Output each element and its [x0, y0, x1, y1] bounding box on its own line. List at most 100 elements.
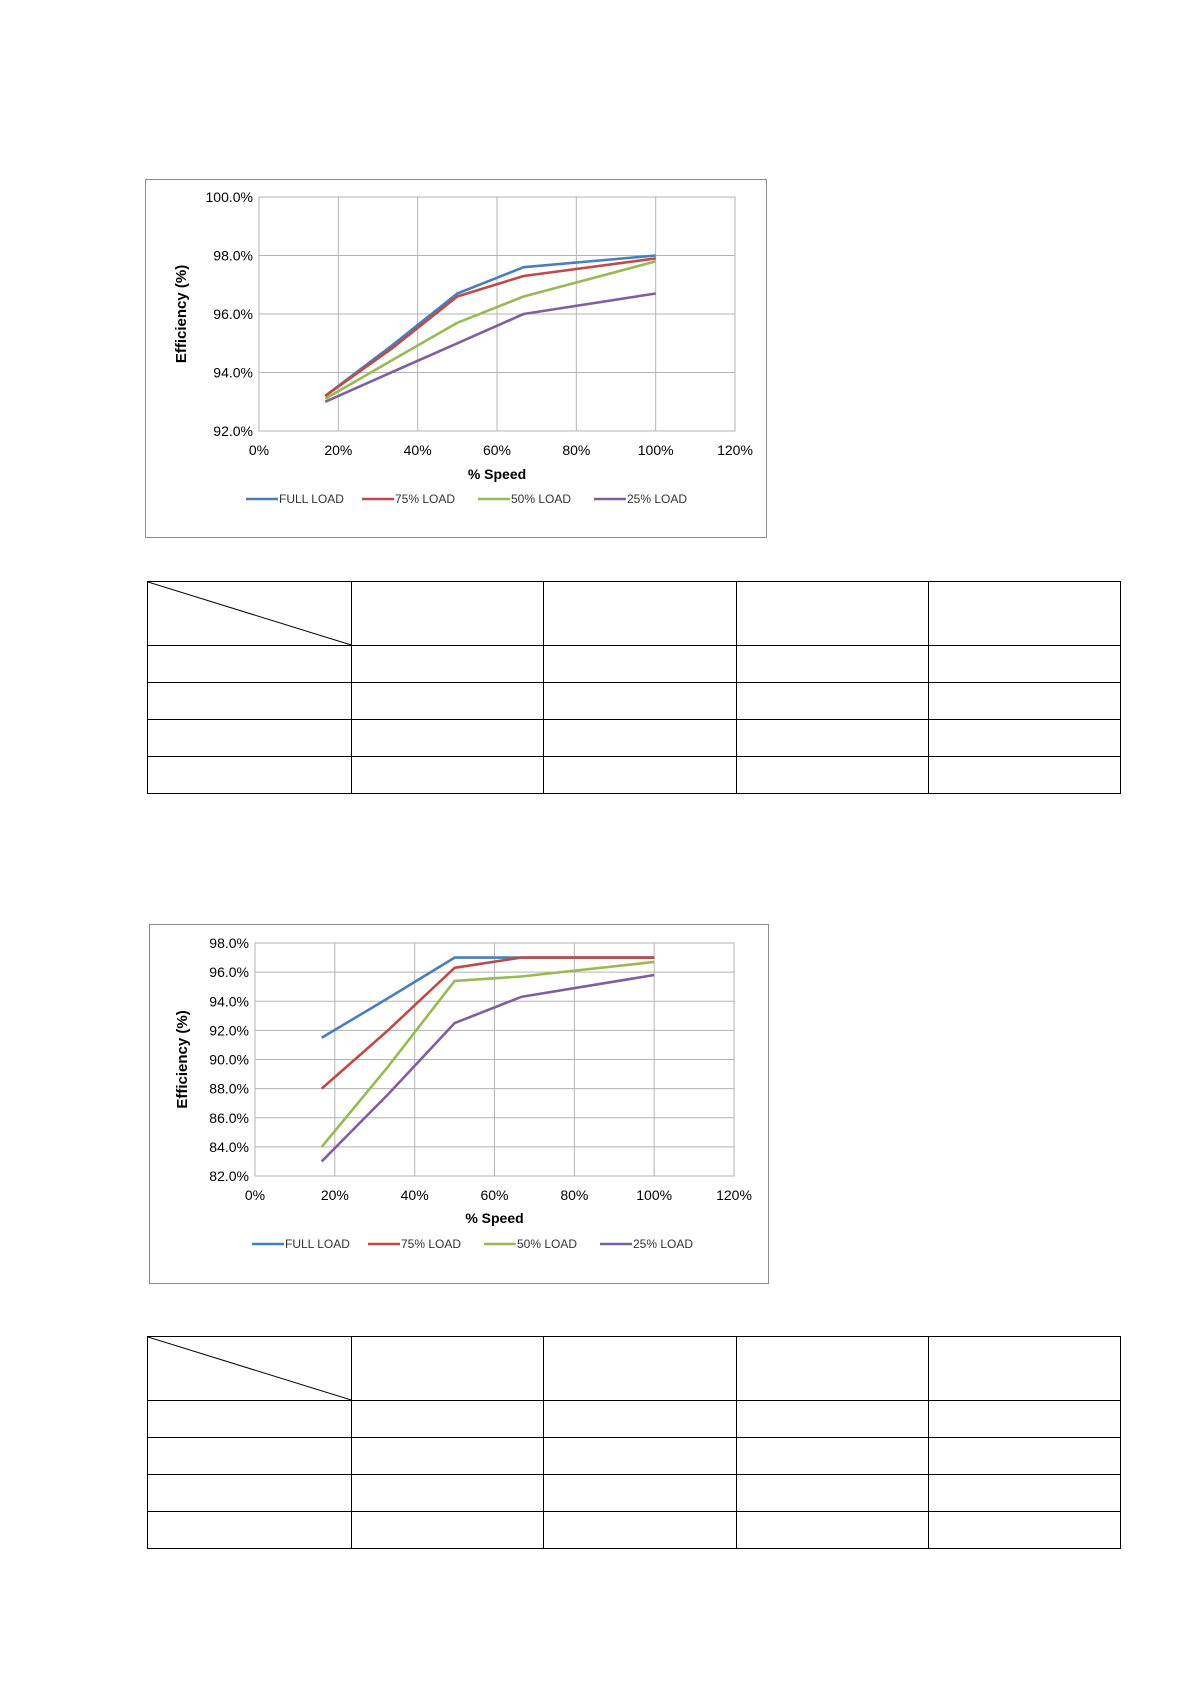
table-cell [146, 719, 353, 757]
y-tick-label: 98.0% [213, 248, 253, 264]
data-table-2 [146, 1336, 1122, 1549]
chart-1-svg: 0% 20% 40% 60% 80% 100% 120% 92.0% 94.0% 96.0% 98.… [173, 189, 753, 506]
x-tick-label: 60% [480, 1187, 508, 1203]
efficiency-chart-1: 0% 20% 40% 60% 80% 100% 120% 92.0% 94.0% 96.0% 98.… [145, 179, 767, 538]
y-tick-label: 96.0% [209, 964, 249, 980]
table-row [146, 581, 1122, 646]
y-axis-title: Efficiency (%) [174, 1010, 191, 1108]
legend-label: 75% LOAD [401, 1237, 461, 1251]
x-tick-label: 100% [638, 442, 674, 458]
table-cell [146, 1437, 353, 1475]
table-cell [735, 682, 929, 720]
table-cell [543, 1400, 737, 1438]
table-cell [543, 756, 737, 794]
table-cell [351, 1437, 545, 1475]
legend-label: 25% LOAD [633, 1237, 693, 1251]
table-cell [543, 719, 737, 757]
series-line-75-load [324, 257, 656, 397]
table-row [146, 1474, 1122, 1512]
y-tick-label: 90.0% [209, 1052, 249, 1068]
table-cell [146, 682, 353, 720]
table-cell [146, 756, 353, 794]
table-row [146, 645, 1122, 683]
x-axis-title: % Speed [468, 466, 526, 482]
x-tick-label: 40% [401, 1187, 429, 1203]
table-cell [543, 682, 737, 720]
table-corner-cell [146, 1336, 353, 1401]
table-cell [927, 1437, 1122, 1475]
x-tick-label: 20% [321, 1187, 349, 1203]
y-tick-label: 92.0% [209, 1022, 249, 1038]
x-tick-label: 0% [249, 442, 269, 458]
legend-label: 50% LOAD [517, 1237, 577, 1251]
table-cell [735, 581, 929, 646]
diagonal-line [148, 582, 351, 645]
legend-label: 50% LOAD [511, 492, 571, 506]
table-cell [351, 1474, 545, 1512]
series-line-75-load [320, 956, 655, 1090]
series-line-50-load [324, 260, 657, 400]
table-row [146, 682, 1122, 720]
table-cell [543, 1437, 737, 1475]
x-tick-label: 100% [636, 1187, 672, 1203]
y-tick-label: 92.0% [213, 423, 253, 439]
legend-label: 75% LOAD [395, 492, 455, 506]
legend-label: FULL LOAD [279, 492, 344, 506]
table-cell [735, 645, 929, 683]
x-tick-label: 40% [404, 442, 432, 458]
table-cell [146, 1474, 353, 1512]
data-table-1 [146, 581, 1122, 794]
table-cell [146, 645, 353, 683]
y-axis-title: Efficiency (%) [173, 265, 190, 363]
efficiency-chart-2: 0% 20% 40% 60% 80% 100% 120% 82.0% 84.0% 86.0% 88.… [149, 924, 769, 1284]
table-cell [927, 1400, 1122, 1438]
table-cell [735, 1511, 929, 1549]
table-cell [735, 1474, 929, 1512]
table-row [146, 719, 1122, 757]
y-tick-label: 86.0% [209, 1110, 249, 1126]
diagonal-divider [148, 582, 351, 645]
x-tick-label: 80% [560, 1187, 588, 1203]
series-line-full-load [324, 254, 656, 397]
table-cell [351, 1400, 545, 1438]
series-line-25-load [324, 292, 656, 403]
y-tick-label: 88.0% [209, 1081, 249, 1097]
y-tick-label: 100.0% [206, 189, 253, 205]
table-cell [543, 1474, 737, 1512]
table-cell [351, 645, 545, 683]
series-line-50-load [320, 960, 655, 1148]
y-tick-label: 94.0% [213, 365, 253, 381]
series-line-25-load [320, 973, 655, 1163]
y-tick-label: 94.0% [209, 993, 249, 1009]
x-tick-label: 120% [717, 442, 753, 458]
table-row [146, 1336, 1122, 1401]
table-cell [543, 1336, 737, 1401]
table-cell [735, 756, 929, 794]
table-row [146, 1437, 1122, 1475]
x-tick-label: 60% [483, 442, 511, 458]
diagonal-line [148, 1337, 351, 1400]
x-tick-label: 80% [562, 442, 590, 458]
table-cell [927, 1336, 1122, 1401]
table-cell [927, 581, 1122, 646]
table-cell [927, 719, 1122, 757]
table-cell [735, 1400, 929, 1438]
y-tick-label: 98.0% [209, 935, 249, 951]
table-cell [735, 1437, 929, 1475]
chart-2-svg: 0% 20% 40% 60% 80% 100% 120% 82.0% 84.0% 86.0% 88.… [174, 935, 752, 1251]
table-cell [543, 645, 737, 683]
diagonal-divider [148, 1337, 351, 1400]
x-axis-title: % Speed [465, 1210, 523, 1226]
table-cell [927, 1474, 1122, 1512]
table-cell [146, 1511, 353, 1549]
y-tick-label: 82.0% [209, 1168, 249, 1184]
legend-label: 25% LOAD [627, 492, 687, 506]
table-cell [735, 1336, 929, 1401]
table-cell [146, 1400, 353, 1438]
table-cell [351, 1511, 545, 1549]
table-cell [927, 682, 1122, 720]
table-cell [351, 581, 545, 646]
legend-label: FULL LOAD [285, 1237, 350, 1251]
table-cell [927, 1511, 1122, 1549]
table-cell [543, 581, 737, 646]
